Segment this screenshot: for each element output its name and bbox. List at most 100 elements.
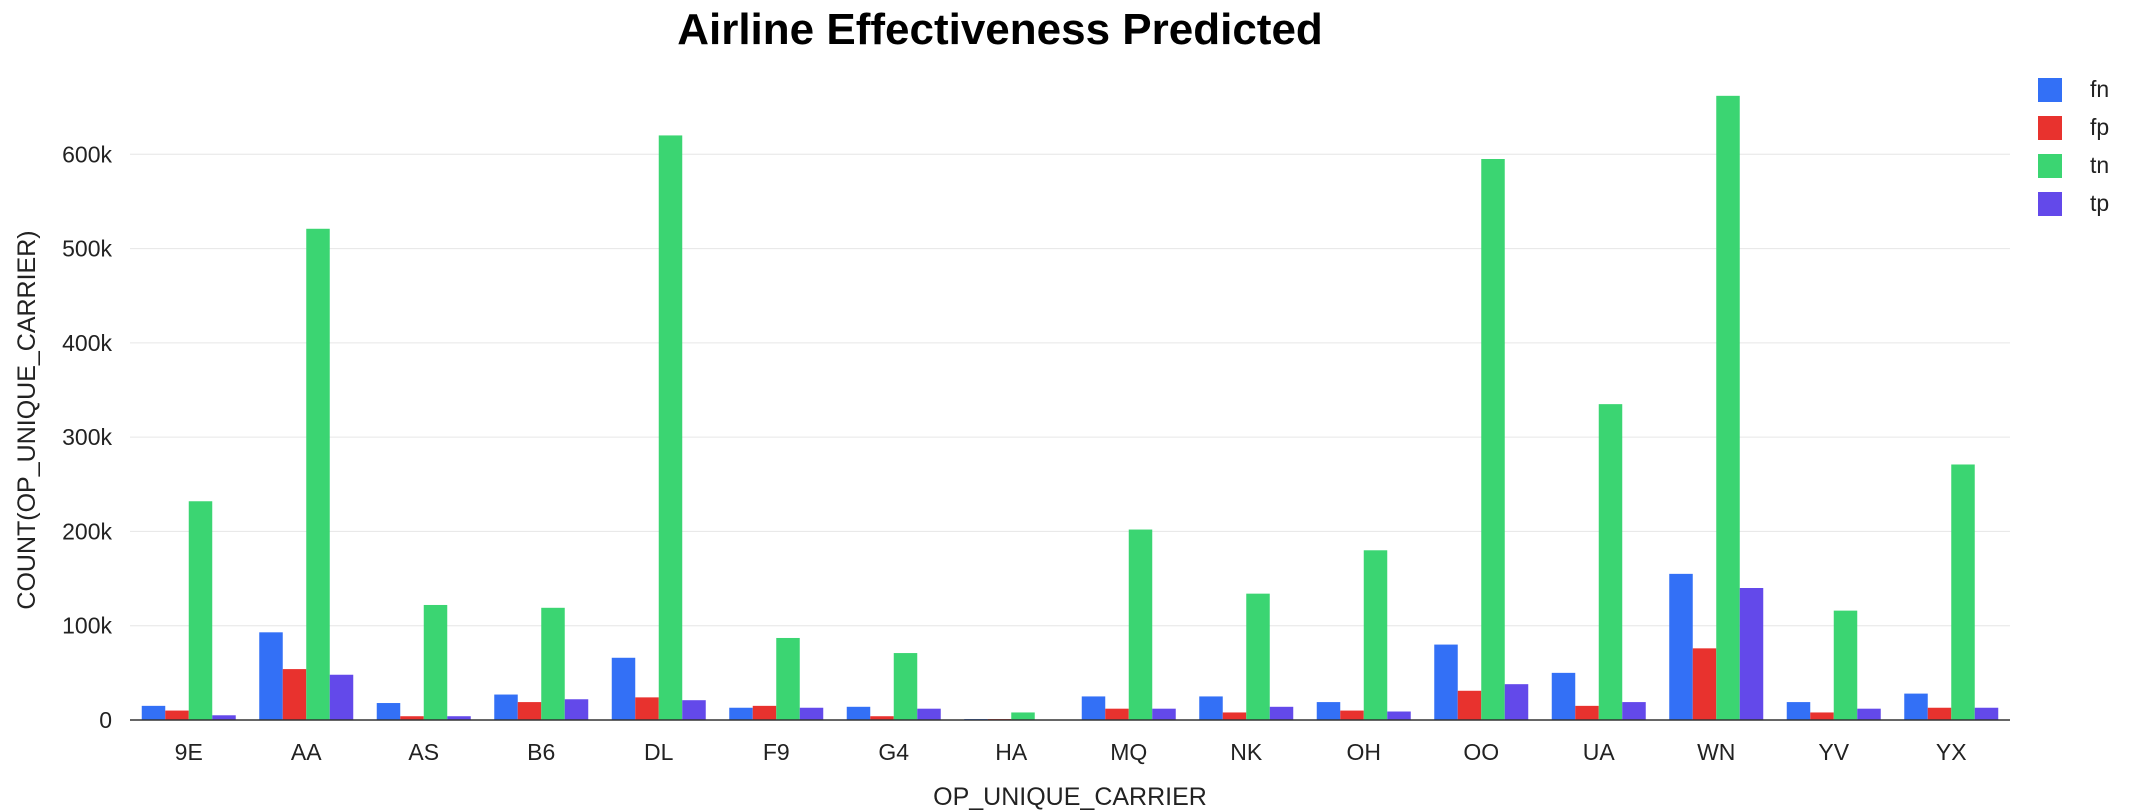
bar-tp-WN	[1739, 588, 1764, 720]
x-tick-label: 9E	[175, 739, 203, 765]
y-axis-label: COUNT(OP_UNIQUE_CARRIER)	[13, 230, 41, 609]
x-tick-label: F9	[763, 739, 790, 765]
bar-tn-WN	[1716, 95, 1740, 721]
bar-fp-OO	[1457, 690, 1482, 720]
bar-tn-F9	[776, 637, 800, 720]
bar-tp-F9	[799, 707, 824, 720]
bar-tn-NK	[1246, 593, 1270, 720]
bar-fp-AA	[282, 669, 307, 720]
x-tick-label: B6	[527, 739, 555, 765]
bar-tp-OH	[1387, 711, 1411, 720]
legend-label-fn: fn	[2090, 76, 2109, 102]
x-tick-label: WN	[1697, 739, 1735, 765]
bar-fn-OO	[1434, 644, 1458, 720]
bar-fn-DL	[611, 657, 636, 720]
legend-swatch-tp	[2038, 192, 2062, 216]
bar-fn-MQ	[1081, 696, 1106, 720]
bar-fp-OH	[1340, 710, 1364, 720]
bar-tn-DL	[658, 135, 683, 720]
x-tick-label: OO	[1463, 739, 1499, 765]
bar-tn-MQ	[1128, 529, 1153, 720]
bar-tp-AA	[329, 674, 354, 720]
bar-fp-YX	[1927, 707, 1952, 720]
legend-swatch-fn	[2038, 78, 2062, 102]
bar-tn-9E	[188, 501, 213, 720]
y-tick-label: 200k	[62, 518, 112, 544]
bar-fp-WN	[1692, 648, 1717, 720]
bar-tn-YV	[1833, 610, 1858, 720]
bar-fn-AS	[376, 703, 401, 720]
bar-fn-OH	[1316, 702, 1341, 720]
x-tick-label: AS	[408, 739, 439, 765]
bar-tn-B6	[541, 607, 565, 720]
bar-tp-YX	[1974, 707, 1999, 720]
bar-tp-DL	[682, 700, 706, 720]
x-tick-label: UA	[1583, 739, 1616, 765]
bar-tp-YV	[1857, 708, 1881, 720]
legend: fn fp tn tp	[2038, 76, 2109, 216]
x-tick-label: DL	[644, 739, 674, 765]
bar-tp-OO	[1504, 684, 1529, 720]
bar-fn-B6	[494, 694, 518, 720]
x-tick-label: YX	[1936, 739, 1967, 765]
x-axis-label: OP_UNIQUE_CARRIER	[933, 783, 1207, 811]
bar-tp-UA	[1622, 702, 1646, 720]
x-tick-label: AA	[291, 739, 322, 765]
legend-label-tn: tn	[2090, 152, 2109, 178]
bar-tp-AS	[447, 716, 471, 720]
bar-tp-9E	[212, 715, 236, 720]
bar-fn-YX	[1904, 693, 1928, 720]
y-axis-ticks: 0 100k 200k 300k 400k 500k 600k	[62, 141, 112, 733]
bar-fp-MQ	[1105, 708, 1129, 720]
y-tick-label: 500k	[62, 236, 112, 262]
bar-fn-NK	[1199, 696, 1223, 720]
bar-tp-NK	[1269, 706, 1294, 720]
x-tick-label: G4	[878, 739, 909, 765]
x-tick-label: YV	[1818, 739, 1849, 765]
x-tick-label: OH	[1347, 739, 1382, 765]
bar-fp-F9	[752, 705, 777, 720]
bar-fp-DL	[635, 697, 659, 720]
bar-tn-UA	[1598, 404, 1623, 720]
bar-fn-G4	[846, 706, 871, 720]
bar-fn-F9	[729, 707, 753, 720]
bars	[141, 95, 1999, 721]
bar-fn-YV	[1786, 702, 1811, 720]
legend-swatch-fp	[2038, 116, 2062, 140]
bar-tn-G4	[893, 653, 918, 720]
bar-fn-UA	[1551, 672, 1576, 720]
x-tick-label: NK	[1230, 739, 1263, 765]
bar-tn-YX	[1951, 464, 1975, 720]
bar-fp-NK	[1222, 712, 1247, 720]
bar-fp-AS	[400, 716, 424, 720]
gridlines	[130, 153, 2010, 627]
bar-tn-AA	[306, 228, 330, 720]
legend-swatch-tn	[2038, 154, 2062, 178]
y-tick-label: 400k	[62, 330, 112, 356]
bar-fp-UA	[1575, 705, 1599, 720]
y-tick-label: 300k	[62, 424, 112, 450]
y-tick-label: 600k	[62, 141, 112, 167]
bar-fp-G4	[870, 716, 894, 720]
bar-tp-B6	[564, 699, 589, 720]
y-tick-label: 100k	[62, 613, 112, 639]
legend-label-fp: fp	[2090, 114, 2109, 140]
bar-fn-9E	[141, 705, 166, 720]
bar-fn-AA	[259, 632, 283, 720]
bar-fp-B6	[517, 702, 542, 720]
y-tick-label: 0	[99, 707, 112, 733]
chart-title: Airline Effectiveness Predicted	[677, 5, 1323, 54]
x-axis-ticks: 9E AA AS B6 DL F9 G4 HA MQ NK OH OO UA WN YV YX	[175, 739, 1967, 765]
bar-tp-MQ	[1152, 708, 1176, 720]
x-tick-label: MQ	[1110, 739, 1147, 765]
bar-tn-OO	[1481, 159, 1505, 720]
bar-fp-YV	[1810, 712, 1834, 720]
bar-tn-OH	[1363, 550, 1388, 720]
bar-tn-HA	[1011, 712, 1035, 720]
bar-fn-WN	[1669, 573, 1693, 720]
legend-label-tp: tp	[2090, 190, 2109, 216]
bar-tp-G4	[917, 708, 941, 720]
x-tick-label: HA	[995, 739, 1028, 765]
